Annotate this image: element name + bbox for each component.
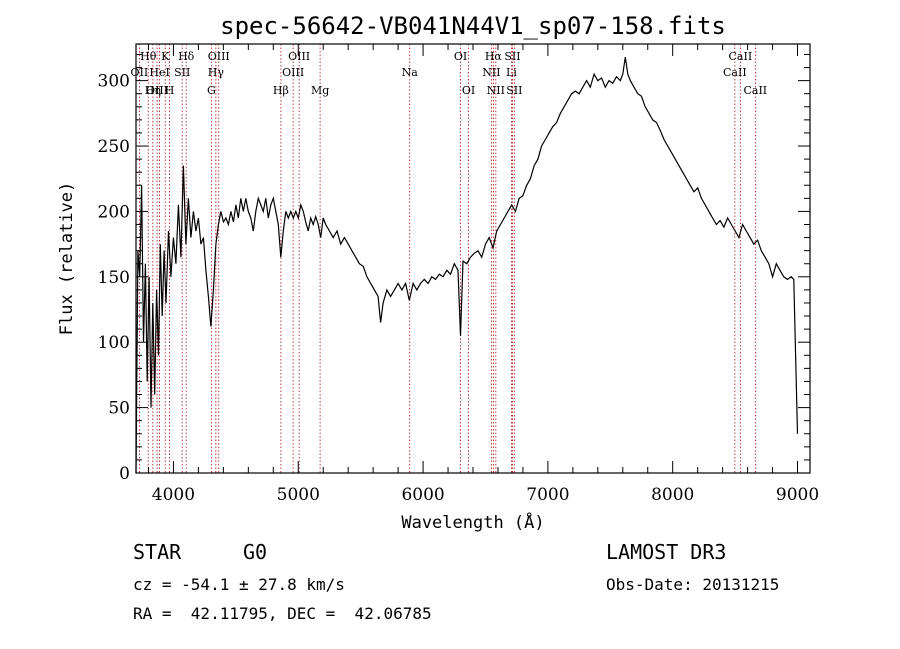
chart-title: spec-56642-VB041N44V1_sp07-158.fits [220, 12, 726, 40]
line-label-1: OII [131, 66, 149, 79]
y-tick-label-2: 100 [98, 333, 130, 353]
axis-tick-labels: 4000 5000 6000 7000 8000 9000 0 50 100 150 200 250 3… [98, 72, 820, 505]
plot-frame [135, 43, 811, 474]
spectrum-series-line [135, 57, 799, 474]
sky-coordinates: RA = 42.11795, DEC = 42.06785 [133, 604, 432, 623]
line-label-8: Hδ [178, 50, 195, 63]
x-tick-label-2: 6000 [401, 485, 444, 505]
survey-name: LAMOST DR3 [606, 540, 727, 564]
object-class: STAR [133, 540, 182, 564]
line-label-2: OIII [146, 84, 168, 97]
x-axis-label: Wavelength (Å) [401, 511, 544, 533]
line-label-0: Hθ [140, 50, 157, 63]
y-axis-label: Flux (relative) [57, 182, 77, 336]
line-label-23: Li [506, 66, 517, 79]
x-tick-label-5: 9000 [776, 485, 819, 505]
line-label-26: CaII [723, 66, 747, 79]
redshift-value: cz = -54.1 ± 27.8 km/s [133, 575, 345, 594]
x-tick-label-0: 4000 [152, 485, 195, 505]
x-tick-label-3: 7000 [526, 485, 569, 505]
line-label-3: K [161, 50, 170, 63]
line-label-12: Hβ [273, 84, 289, 97]
x-tick-label-4: 8000 [651, 485, 694, 505]
line-label-22: SII [504, 50, 520, 63]
line-label-9: OIII [208, 50, 230, 63]
x-tick-label-1: 5000 [277, 485, 320, 505]
line-label-17: OI [454, 50, 467, 63]
line-label-20: NII [482, 66, 500, 79]
line-label-14: OIII [282, 66, 304, 79]
observation-date: Obs-Date: 20131215 [606, 575, 780, 594]
line-label-16: Na [402, 66, 419, 79]
line-label-7: H [165, 84, 175, 97]
y-tick-label-6: 300 [98, 72, 130, 92]
y-tick-label-1: 50 [108, 399, 130, 419]
spectral-line-markers [138, 44, 756, 473]
line-label-5: Hη [145, 84, 161, 97]
y-tick-label-3: 150 [98, 268, 130, 288]
axis-ticks [136, 44, 810, 474]
line-label-13: OIII [288, 50, 310, 63]
y-tick-label-5: 250 [98, 137, 130, 157]
line-label-27: CaII [743, 84, 767, 97]
line-label-6: SII [174, 66, 190, 79]
line-label-18: OI [462, 84, 475, 97]
spectral-line-labels: Hθ OII OIII K HeI Hη SII H Hδ OIII Hγ G Hβ OIII OIII Mg… [131, 50, 768, 97]
line-label-10: Hγ [208, 66, 225, 79]
line-label-21: NII [487, 84, 505, 97]
line-label-24: SII [506, 84, 522, 97]
object-subclass: G0 [243, 540, 268, 564]
line-label-19: Hα [485, 50, 503, 63]
line-label-15: Mg [311, 84, 329, 97]
line-label-25: CaII [729, 50, 753, 63]
y-tick-label-0: 0 [119, 464, 130, 484]
line-label-4: HeI [149, 66, 169, 79]
y-tick-label-4: 200 [98, 202, 130, 222]
line-label-11: G [207, 84, 216, 97]
